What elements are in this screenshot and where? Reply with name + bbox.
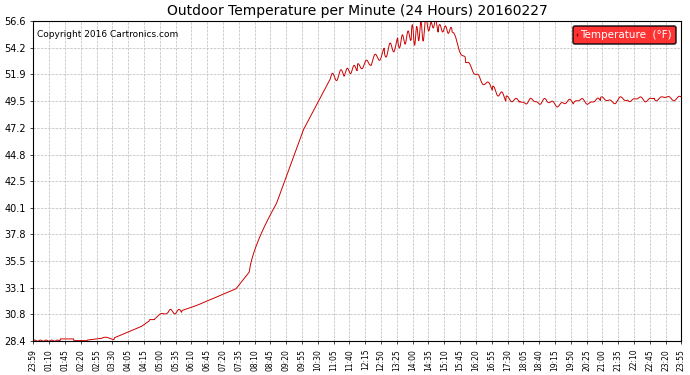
Legend: Temperature  (°F): Temperature (°F): [573, 26, 676, 44]
Text: Copyright 2016 Cartronics.com: Copyright 2016 Cartronics.com: [37, 30, 178, 39]
Title: Outdoor Temperature per Minute (24 Hours) 20160227: Outdoor Temperature per Minute (24 Hours…: [167, 4, 548, 18]
